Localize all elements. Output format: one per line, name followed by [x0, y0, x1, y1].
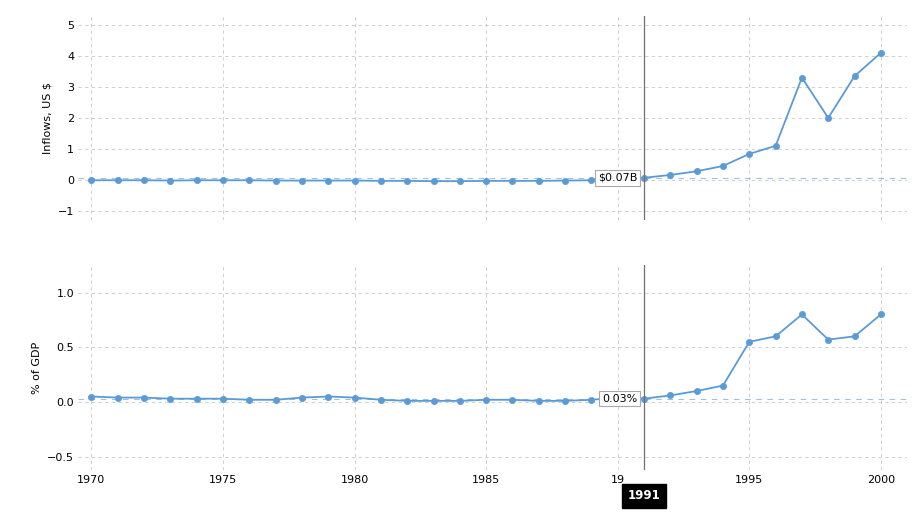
- Text: 0.03%: 0.03%: [602, 394, 637, 404]
- Y-axis label: Inflows, US $: Inflows, US $: [42, 82, 52, 154]
- Y-axis label: % of GDP: % of GDP: [31, 341, 41, 394]
- Text: $0.07B: $0.07B: [598, 173, 637, 183]
- Text: 1991: 1991: [628, 490, 660, 503]
